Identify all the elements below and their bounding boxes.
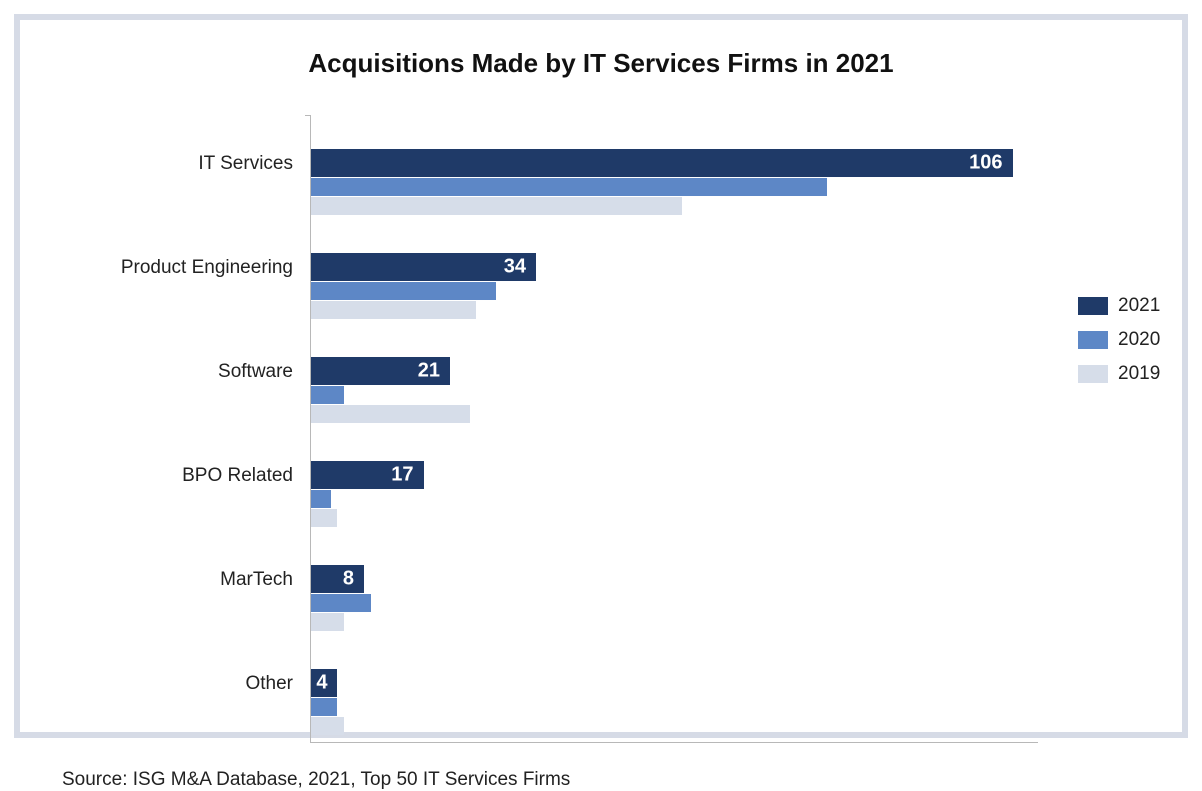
bar-2019 [311, 613, 344, 631]
legend-swatch [1078, 365, 1108, 383]
chart-body: IT Services 106 Product Engineering 34 S… [60, 115, 1142, 743]
chart-area: IT Services 106 Product Engineering 34 S… [60, 115, 1038, 743]
category-label: Software [53, 361, 293, 383]
category-label: BPO Related [53, 465, 293, 487]
bar-2019 [311, 197, 682, 215]
legend: 2021 2020 2019 [1078, 295, 1188, 397]
chart-title: Acquisitions Made by IT Services Firms i… [60, 48, 1142, 79]
bar-2019 [311, 405, 470, 423]
bar-group: Other 4 [311, 669, 1038, 735]
chart-frame: Acquisitions Made by IT Services Firms i… [14, 14, 1188, 738]
category-label: IT Services [53, 153, 293, 175]
bar-group: Product Engineering 34 [311, 253, 1038, 319]
category-label: MarTech [53, 569, 293, 591]
bar-2020 [311, 594, 371, 612]
bar-2021: 106 [311, 149, 1013, 177]
bar-value-label: 34 [504, 256, 526, 279]
bar-2019 [311, 509, 337, 527]
bar-2021: 21 [311, 357, 450, 385]
legend-swatch [1078, 331, 1108, 349]
bar-2020 [311, 386, 344, 404]
bar-value-label: 17 [391, 464, 413, 487]
legend-item-2021: 2021 [1078, 295, 1188, 317]
legend-label: 2020 [1118, 329, 1160, 351]
bar-group: Software 21 [311, 357, 1038, 423]
bar-2020 [311, 490, 331, 508]
bar-2020 [311, 698, 337, 716]
bar-group: MarTech 8 [311, 565, 1038, 631]
category-label: Other [53, 673, 293, 695]
bar-2021: 34 [311, 253, 536, 281]
bar-2019 [311, 717, 344, 735]
bar-value-label: 4 [316, 672, 327, 695]
bar-2021: 17 [311, 461, 424, 489]
legend-item-2020: 2020 [1078, 329, 1188, 351]
category-label: Product Engineering [53, 257, 293, 279]
bar-group: IT Services 106 [311, 149, 1038, 215]
plot-area: IT Services 106 Product Engineering 34 S… [310, 115, 1038, 743]
bar-value-label: 8 [343, 568, 354, 591]
source-note: Source: ISG M&A Database, 2021, Top 50 I… [62, 769, 1142, 791]
legend-label: 2019 [1118, 363, 1160, 385]
bar-2021: 8 [311, 565, 364, 593]
bar-2021: 4 [311, 669, 337, 697]
legend-swatch [1078, 297, 1108, 315]
bar-value-label: 21 [418, 360, 440, 383]
legend-label: 2021 [1118, 295, 1160, 317]
bar-2020 [311, 282, 496, 300]
bar-group: BPO Related 17 [311, 461, 1038, 527]
bar-2019 [311, 301, 476, 319]
legend-item-2019: 2019 [1078, 363, 1188, 385]
bar-2020 [311, 178, 827, 196]
bar-value-label: 106 [969, 152, 1002, 175]
